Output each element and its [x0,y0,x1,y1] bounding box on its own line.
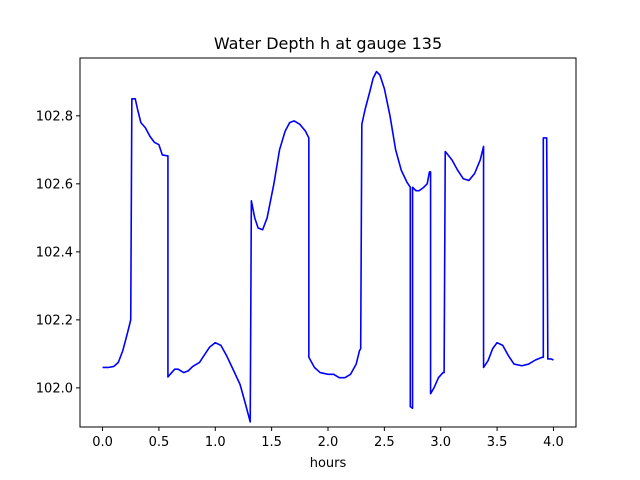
x-tick-label: 1.0 [205,435,226,450]
y-tick-label: 102.0 [36,381,73,396]
x-axis-label: hours [310,456,347,471]
y-tick-label: 102.8 [36,109,73,124]
y-tick-label: 102.6 [36,177,73,192]
x-tick-label: 3.0 [430,435,451,450]
x-tick-label: 0.0 [92,435,113,450]
y-tick-label: 102.4 [36,245,73,260]
y-tick-label: 102.2 [36,313,73,328]
x-axis: 0.0 0.5 1.0 1.5 2.0 2.5 3.0 3.5 4.0 [92,427,564,450]
series-line-0 [102,70,554,423]
y-axis: 102.0 102.2 102.4 102.6 102.8 [36,109,80,396]
x-tick-label: 3.5 [487,435,508,450]
series-layer [102,70,554,423]
x-tick-label: 2.0 [318,435,339,450]
x-tick-label: 0.5 [149,435,170,450]
x-tick-label: 4.0 [543,435,564,450]
x-tick-label: 2.5 [374,435,395,450]
x-tick-label: 1.5 [261,435,282,450]
chart-title: Water Depth h at gauge 135 [214,34,442,53]
